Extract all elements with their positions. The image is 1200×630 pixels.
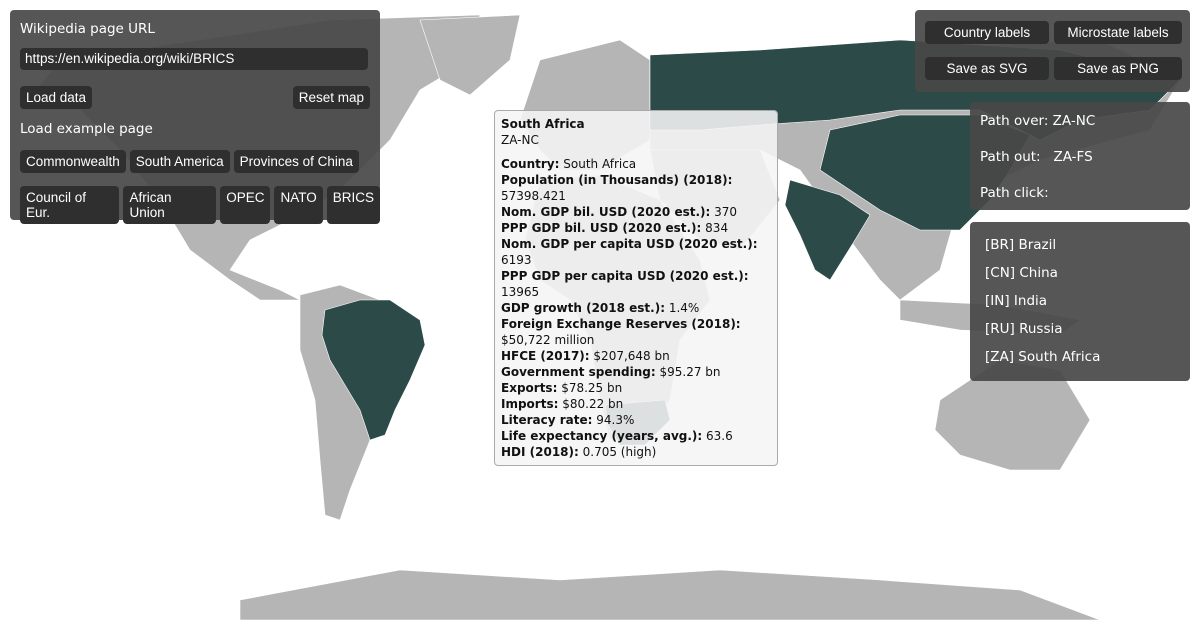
tooltip-row-value: South Africa	[563, 157, 637, 171]
tooltip-row-value: 834	[705, 221, 729, 235]
tooltip-row-value: $50,722 million	[501, 333, 595, 347]
tooltip-row-value: 63.6	[706, 429, 733, 443]
tooltip-row: Foreign Exchange Reserves (2018): $50,72…	[501, 316, 771, 348]
load-data-button[interactable]: Load data	[20, 86, 93, 109]
microstate-labels-button[interactable]: Microstate labels	[1054, 21, 1182, 44]
tooltip-row-value: $95.27 bn	[659, 365, 721, 379]
reset-map-button[interactable]: Reset map	[292, 86, 370, 109]
tooltip-row: Country: South Africa	[501, 156, 771, 172]
tooltip-row-value: 0.705 (high)	[582, 445, 657, 459]
country-item-india[interactable]: [IN] India	[985, 293, 1048, 309]
tooltip-row-key: PPP GDP per capita USD (2020 est.):	[501, 269, 749, 283]
examples-label: Load example page	[20, 121, 153, 137]
tooltip-row-key: Nom. GDP bil. USD (2020 est.):	[501, 205, 711, 219]
country-item-china[interactable]: [CN] China	[985, 265, 1058, 281]
tooltip-row: HDI (2018): 0.705 (high)	[501, 444, 771, 460]
tooltip-row: Nom. GDP bil. USD (2020 est.): 370	[501, 204, 771, 220]
tooltip-row: Literacy rate: 94.3%	[501, 412, 771, 428]
tooltip-row: Government spending: $95.27 bn	[501, 364, 771, 380]
region-india[interactable]	[784, 179, 871, 281]
tooltip-row-key: Population (in Thousands) (2018):	[501, 173, 733, 187]
tooltip-row-value: 57398.421	[501, 189, 566, 203]
options-panel: Country labels Microstate labels Save as…	[915, 10, 1190, 92]
antarctica[interactable]	[239, 569, 1101, 621]
region-brazil[interactable]	[321, 299, 426, 441]
path-over-value: ZA-NC	[1052, 113, 1096, 129]
path-info-panel: Path over: ZA-NC Path out: ZA-FS Path cl…	[970, 102, 1190, 210]
path-over-label: Path over:	[980, 113, 1049, 129]
tooltip-row: GDP growth (2018 est.): 1.4%	[501, 300, 771, 316]
tooltip-row: PPP GDP per capita USD (2020 est.): 1396…	[501, 268, 771, 300]
tooltip-row-value: 6193	[501, 253, 532, 267]
greenland[interactable]	[419, 14, 521, 96]
path-click-label: Path click:	[980, 185, 1049, 201]
tooltip-row-key: GDP growth (2018 est.):	[501, 301, 665, 315]
tooltip-row-key: Nom. GDP per capita USD (2020 est.):	[501, 237, 758, 251]
url-label: Wikipedia page URL	[20, 21, 155, 37]
tooltip-row-key: Foreign Exchange Reserves (2018):	[501, 317, 741, 331]
path-out-label: Path out:	[980, 149, 1041, 165]
tooltip-row-key: Government spending:	[501, 365, 656, 379]
example-opec[interactable]: OPEC	[220, 186, 271, 224]
country-labels-button[interactable]: Country labels	[925, 21, 1049, 44]
save-svg-button[interactable]: Save as SVG	[925, 57, 1049, 80]
path-out-value: ZA-FS	[1053, 149, 1093, 165]
tooltip-row: Life expectancy (years, avg.): 63.6	[501, 428, 771, 444]
tooltip-row: HFCE (2017): $207,648 bn	[501, 348, 771, 364]
region-tooltip: South Africa ZA-NC Country: South Africa…	[494, 110, 778, 466]
tooltip-row-key: Imports:	[501, 397, 559, 411]
tooltip-title: South Africa	[501, 117, 585, 131]
tooltip-row-value: 94.3%	[596, 413, 635, 427]
example-council-of-europe[interactable]: Council of Eur.	[20, 186, 120, 224]
save-png-button[interactable]: Save as PNG	[1054, 57, 1182, 80]
tooltip-row-value: $207,648 bn	[593, 349, 670, 363]
tooltip-row-value: $78.25 bn	[561, 381, 623, 395]
example-nato[interactable]: NATO	[274, 186, 323, 224]
tooltip-row: Exports: $78.25 bn	[501, 380, 771, 396]
tooltip-row: Population (in Thousands) (2018): 57398.…	[501, 172, 771, 204]
example-south-america[interactable]: South America	[129, 150, 230, 173]
country-item-brazil[interactable]: [BR] Brazil	[985, 237, 1057, 253]
example-commonwealth[interactable]: Commonwealth	[20, 150, 126, 173]
example-brics[interactable]: BRICS	[326, 186, 380, 224]
tooltip-row-key: PPP GDP bil. USD (2020 est.):	[501, 221, 702, 235]
country-list-panel: [BR] Brazil [CN] China [IN] India [RU] R…	[970, 222, 1190, 381]
example-provinces-of-china[interactable]: Provinces of China	[233, 150, 359, 173]
example-african-union[interactable]: African Union	[123, 186, 217, 224]
tooltip-row-key: Exports:	[501, 381, 558, 395]
tooltip-row: Imports: $80.22 bn	[501, 396, 771, 412]
data-panel: Wikipedia page URL https://en.wikipedia.…	[10, 10, 380, 224]
tooltip-row-key: Life expectancy (years, avg.):	[501, 429, 703, 443]
tooltip-row: PPP GDP bil. USD (2020 est.): 834	[501, 220, 771, 236]
tooltip-row-value: 13965	[501, 285, 540, 299]
country-item-russia[interactable]: [RU] Russia	[985, 321, 1063, 337]
url-input[interactable]: https://en.wikipedia.org/wiki/BRICS	[20, 48, 368, 70]
country-item-south-africa[interactable]: [ZA] South Africa	[985, 349, 1101, 365]
tooltip-row: Nom. GDP per capita USD (2020 est.): 619…	[501, 236, 771, 268]
tooltip-row-key: Literacy rate:	[501, 413, 593, 427]
tooltip-row-key: Country:	[501, 157, 560, 171]
tooltip-row-value: 1.4%	[668, 301, 700, 315]
tooltip-row-value: 370	[714, 205, 738, 219]
tooltip-code: ZA-NC	[501, 133, 539, 147]
tooltip-row-key: HFCE (2017):	[501, 349, 590, 363]
tooltip-row-key: HDI (2018):	[501, 445, 579, 459]
tooltip-row-value: $80.22 bn	[562, 397, 624, 411]
